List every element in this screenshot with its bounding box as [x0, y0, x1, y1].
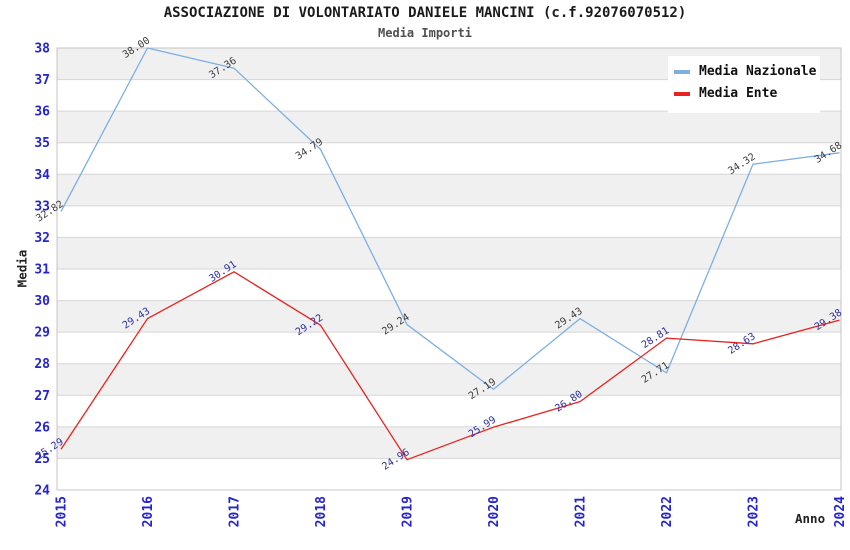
y-tick-label: 36 — [34, 105, 50, 120]
x-tick-label: 2024 — [833, 496, 848, 527]
plot-border — [56, 47, 842, 491]
x-tick-label: 2020 — [487, 496, 502, 527]
y-tick-label: 28 — [34, 357, 50, 372]
y-tick-label: 30 — [34, 294, 50, 309]
chart-title: ASSOCIAZIONE DI VOLONTARIATO DANIELE MAN… — [163, 5, 687, 21]
y-tick-label: 37 — [34, 73, 50, 88]
y-tick-label: 27 — [34, 389, 50, 404]
band — [57, 174, 841, 206]
band — [57, 111, 841, 143]
y-tick-label: 24 — [34, 484, 50, 499]
legend-label: Media Ente — [699, 86, 778, 101]
y-tick-label: 29 — [34, 326, 50, 341]
legend-swatch-red-line-icon — [674, 91, 690, 96]
band — [57, 363, 841, 396]
x-tick-label: 2022 — [660, 496, 675, 527]
series-line-media-ente — [60, 271, 840, 461]
legend-item-media-ente: Media Ente — [674, 86, 814, 101]
band — [57, 300, 841, 333]
y-tick-label: 25 — [34, 452, 50, 467]
x-tick-label: 2016 — [141, 496, 156, 527]
legend-label: Media Nazionale — [699, 64, 817, 79]
x-tick-label: 2021 — [574, 496, 589, 527]
legend-item-media-nazionale: Media Nazionale — [674, 64, 817, 79]
y-tick-label: 34 — [34, 168, 50, 183]
chart-subtitle: Media Importi — [378, 26, 472, 40]
x-tick-label: 2015 — [55, 496, 70, 527]
x-axis-title: Anno — [795, 511, 826, 526]
series-line-media-nazionale — [60, 47, 840, 390]
y-tick-label: 38 — [34, 42, 50, 57]
x-tick-label: 2023 — [747, 496, 762, 527]
y-axis-title: Media — [14, 249, 30, 288]
legend: Media Nazionale Media Ente — [668, 56, 820, 113]
x-tick-label: 2017 — [228, 496, 243, 527]
y-tick-label: 35 — [34, 136, 50, 151]
y-tick-label: 32 — [34, 231, 50, 246]
y-tick-label: 31 — [34, 263, 50, 278]
y-tick-label: 26 — [34, 420, 50, 435]
x-tick-label: 2019 — [401, 496, 416, 527]
x-tick-label: 2018 — [314, 496, 329, 527]
band — [57, 426, 841, 459]
band — [57, 237, 841, 269]
y-tick-label: 33 — [34, 199, 50, 214]
legend-swatch-blue-line-icon — [674, 69, 690, 74]
